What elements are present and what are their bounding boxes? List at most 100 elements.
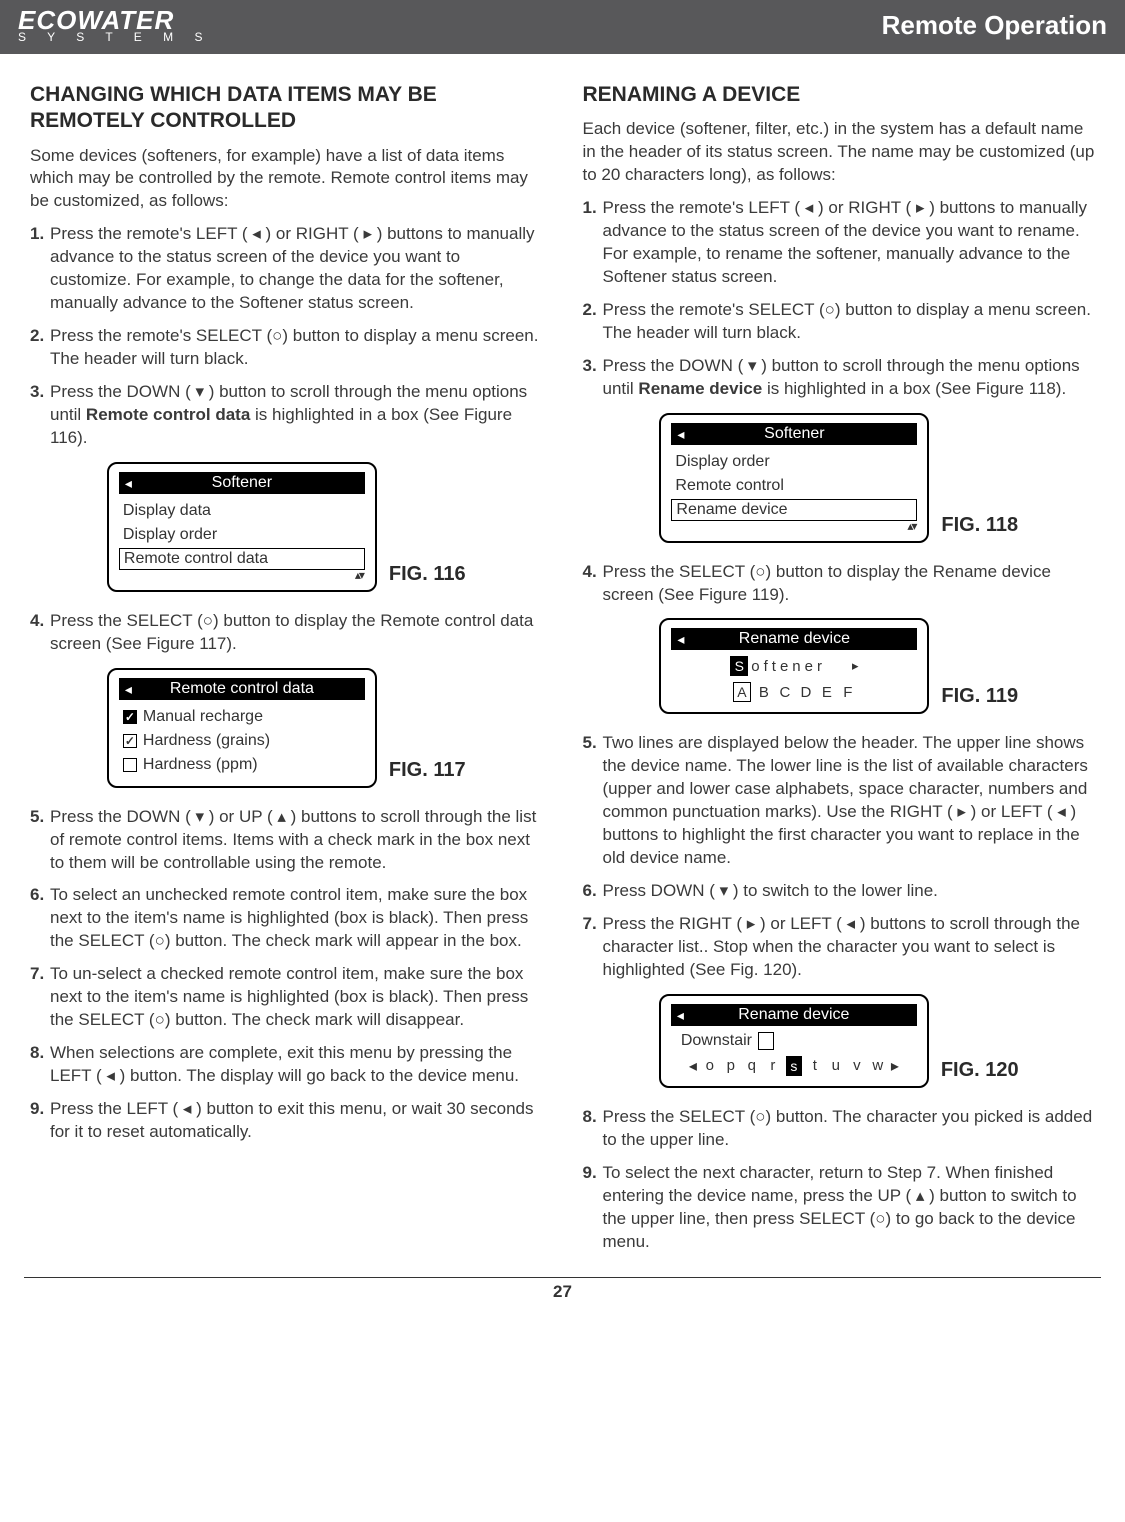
left-step-3: 3. Press the DOWN ( ▾ ) button to scroll… [30, 381, 543, 450]
brand-block: ECOWATER S Y S T E M S [18, 7, 211, 43]
figure-label: FIG. 119 [941, 685, 1018, 714]
step-text: Press the DOWN ( ▾ ) button to scroll th… [603, 355, 1096, 401]
char: E [819, 684, 835, 701]
step-text: Press the SELECT (○) button to display t… [50, 610, 543, 656]
figure-119: ◂ Rename device S oftener ▸ A B C D [583, 618, 1096, 714]
left-step-9: 9.Press the LEFT ( ◂ ) button to exit th… [30, 1098, 543, 1144]
char: o [702, 1057, 718, 1074]
lcd-row: Display order [671, 451, 917, 473]
step-text: When selections are complete, exit this … [50, 1042, 543, 1088]
step-number: 4. [30, 610, 50, 656]
lcd-header: ◂ Rename device [671, 1004, 917, 1026]
step-number: 1. [583, 197, 603, 289]
step-text: Press the remote's SELECT (○) button to … [50, 325, 543, 371]
device-name-line: Downstair [671, 1032, 917, 1050]
char: t [807, 1057, 823, 1074]
char: v [849, 1057, 865, 1074]
right-step-1: 1.Press the remote's LEFT ( ◂ ) or RIGHT… [583, 197, 1096, 289]
figure-label: FIG. 116 [389, 563, 466, 592]
lcd-screen-116: ◂ Softener Display data Display order Re… [107, 462, 377, 592]
lcd-header-text: Rename device [738, 1006, 849, 1023]
right-step-5: 5.Two lines are displayed below the head… [583, 732, 1096, 870]
step-number: 5. [583, 732, 603, 870]
figure-118: ◂ Softener Display order Remote control … [583, 413, 1096, 543]
char: w [870, 1057, 886, 1074]
page: ECOWATER S Y S T E M S Remote Operation … [0, 0, 1125, 1302]
page-title: Remote Operation [882, 10, 1107, 41]
left-arrow-icon: ◂ [677, 631, 684, 648]
lcd-header-text: Rename device [739, 630, 850, 647]
step-text: Press the LEFT ( ◂ ) button to exit this… [50, 1098, 543, 1144]
figure-label: FIG. 120 [941, 1059, 1019, 1088]
checkbox-checked-icon: ✓ [123, 734, 137, 748]
step-number: 4. [583, 561, 603, 607]
lcd-row: Display order [119, 524, 365, 546]
right-step-9: 9.To select the next character, return t… [583, 1162, 1096, 1254]
device-name-line: S oftener ▸ [671, 656, 917, 676]
right-step-4: 4.Press the SELECT (○) button to display… [583, 561, 1096, 607]
lcd-header: ◂ Softener [119, 472, 365, 494]
character-list: A B C D E F [671, 682, 917, 702]
step-number: 3. [30, 381, 50, 450]
step-text: To un-select a checked remote control it… [50, 963, 543, 1032]
lcd-row-text: Hardness (grains) [143, 732, 270, 750]
left-step-5: 5.Press the DOWN ( ▾ ) or UP ( ▴ ) butto… [30, 806, 543, 875]
step-text: To select an unchecked remote control it… [50, 884, 543, 953]
cursor-box-icon [758, 1032, 774, 1050]
char: p [723, 1057, 739, 1074]
step-text: Press the SELECT (○) button to display t… [603, 561, 1096, 607]
page-number: 27 [24, 1277, 1101, 1302]
figure-117: ◂ Remote control data ✓ Manual recharge … [30, 668, 543, 788]
step-number: 6. [583, 880, 603, 903]
step-number: 7. [583, 913, 603, 982]
left-arrow-icon: ◂ [689, 1056, 697, 1076]
left-arrow-icon: ◂ [677, 426, 684, 443]
char-boxed: A [733, 682, 751, 702]
step-number: 9. [30, 1098, 50, 1144]
checkbox-checked-icon: ✓ [123, 710, 137, 724]
figure-label: FIG. 118 [941, 514, 1018, 543]
lcd-row-text: Manual recharge [143, 708, 263, 726]
lcd-header-text: Softener [212, 474, 272, 491]
step-number: 2. [30, 325, 50, 371]
step-number: 1. [30, 223, 50, 315]
lcd-row: Display data [119, 500, 365, 522]
step-text-b: is highlighted in a box (See Figure 118)… [762, 379, 1066, 398]
top-bar: ECOWATER S Y S T E M S Remote Operation [0, 0, 1125, 54]
char: F [840, 684, 856, 701]
char-highlighted: S [730, 656, 748, 676]
step-number: 3. [583, 355, 603, 401]
step-text: Two lines are displayed below the header… [603, 732, 1096, 870]
content: CHANGING WHICH DATA ITEMS MAY BE REMOTEL… [0, 54, 1125, 1273]
step-text: Press the remote's LEFT ( ◂ ) or RIGHT (… [603, 197, 1096, 289]
step-number: 6. [30, 884, 50, 953]
char: D [798, 684, 814, 701]
lcd-header: ◂ Rename device [671, 628, 917, 650]
lcd-header: ◂ Remote control data [119, 678, 365, 700]
char: C [777, 684, 793, 701]
step-text: Press the DOWN ( ▾ ) or UP ( ▴ ) buttons… [50, 806, 543, 875]
lcd-screen-117: ◂ Remote control data ✓ Manual recharge … [107, 668, 377, 788]
lcd-screen-119: ◂ Rename device S oftener ▸ A B C D [659, 618, 929, 714]
brand-sub: S Y S T E M S [18, 31, 211, 43]
right-intro: Each device (softener, filter, etc.) in … [583, 118, 1096, 187]
step-number: 9. [583, 1162, 603, 1254]
device-name: Downstair [681, 1032, 752, 1050]
lcd-screen-120: ◂ Rename device Downstair ◂ o p q r s [659, 994, 929, 1088]
left-step-1: 1. Press the remote's LEFT ( ◂ ) or RIGH… [30, 223, 543, 315]
left-step-4: 4. Press the SELECT (○) button to displa… [30, 610, 543, 656]
figure-116: ◂ Softener Display data Display order Re… [30, 462, 543, 592]
right-heading: RENAMING A DEVICE [583, 82, 1096, 108]
step-number: 8. [30, 1042, 50, 1088]
left-step-2: 2. Press the remote's SELECT (○) button … [30, 325, 543, 371]
step-number: 8. [583, 1106, 603, 1152]
step-number: 2. [583, 299, 603, 345]
step-text: Press the RIGHT ( ▸ ) or LEFT ( ◂ ) butt… [603, 913, 1096, 982]
char: r [765, 1057, 781, 1074]
right-step-8: 8.Press the SELECT (○) button. The chara… [583, 1106, 1096, 1152]
step-text: Press the SELECT (○) button. The charact… [603, 1106, 1096, 1152]
char-highlighted: s [786, 1056, 802, 1076]
lcd-row-text: Hardness (ppm) [143, 756, 258, 774]
lcd-row-highlighted: Rename device [671, 499, 917, 521]
lcd-row: Remote control [671, 475, 917, 497]
